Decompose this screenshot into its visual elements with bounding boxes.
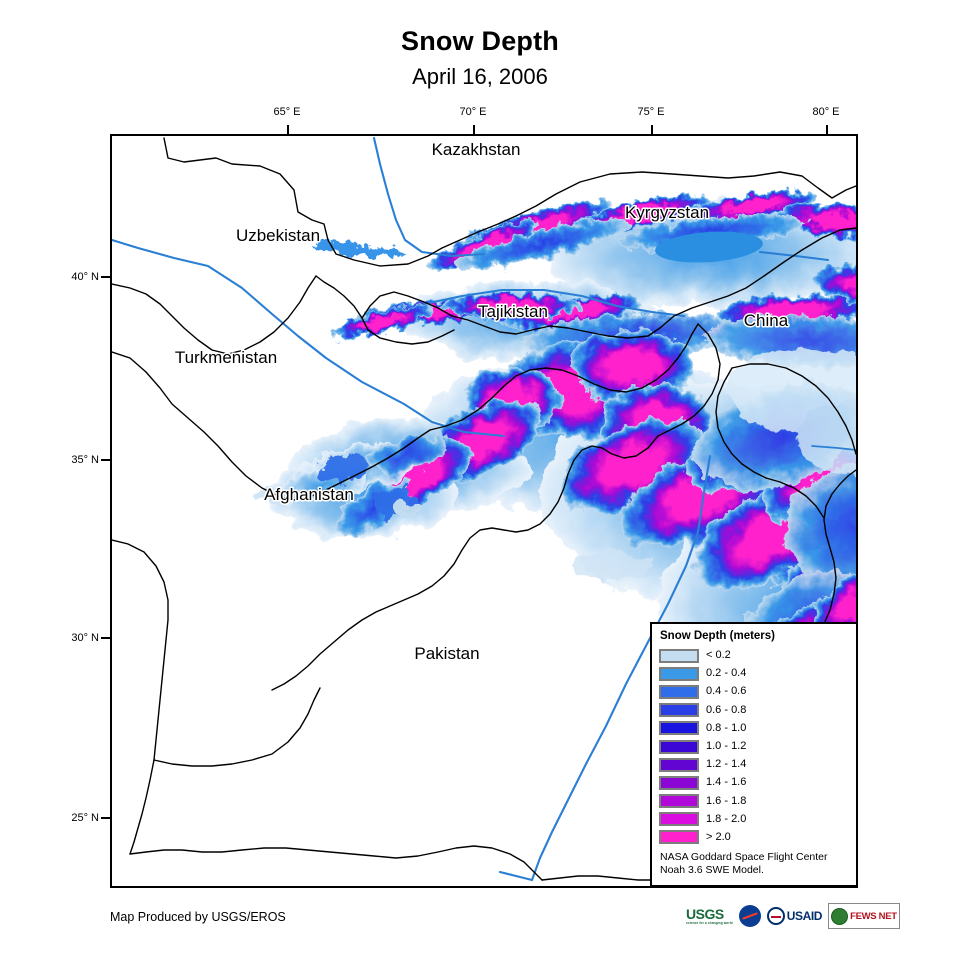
legend-row: 1.6 - 1.8 — [659, 792, 849, 810]
usaid-seal-icon — [766, 907, 785, 925]
legend-swatch — [659, 830, 699, 845]
page-subtitle: April 16, 2006 — [412, 64, 548, 89]
lon-tick-3 — [826, 125, 828, 134]
legend-swatch — [659, 775, 699, 790]
legend-row: 1.2 - 1.4 — [659, 756, 849, 774]
legend-row: 1.4 - 1.6 — [659, 774, 849, 792]
country-label-halo: Tajikistan — [478, 302, 548, 321]
legend-rows: < 0.2 0.2 - 0.4 0.4 - 0.6 0.6 - 0.8 0.8 - 1.… — [659, 647, 849, 847]
legend-label: 1.0 - 1.2 — [706, 740, 747, 753]
usgs-logo-text: USGS — [686, 905, 724, 922]
legend-label: 1.8 - 2.0 — [706, 812, 747, 825]
legend-box: Snow Depth (meters) < 0.2 0.2 - 0.4 0.4 - … — [650, 622, 858, 887]
legend-swatch — [659, 721, 699, 736]
country-label-halo: Pakistan — [414, 644, 479, 663]
legend-credit-line-2: Noah 3.6 SWE Model. — [660, 863, 764, 876]
country-label-uzbekistan: Uzbekistan — [236, 226, 320, 245]
lon-tick-label-2: 75° E — [637, 106, 665, 118]
lat-tick-2 — [101, 637, 110, 639]
legend-label: 0.6 - 0.8 — [706, 703, 747, 716]
legend-swatch — [659, 812, 699, 827]
legend-label: 1.6 - 1.8 — [706, 794, 747, 807]
legend-label: 0.4 - 0.6 — [706, 685, 747, 698]
lat-tick-3 — [101, 817, 110, 819]
country-label-kazakhstan: Kazakhstan — [432, 140, 521, 159]
footer-credit: Map Produced by USGS/EROS — [110, 910, 286, 924]
country-label-halo: Kyrgyzstan — [625, 203, 709, 222]
fews-net-logo-text: FEWS NET — [850, 910, 897, 922]
lat-tick-label-3: 25° N — [71, 812, 99, 824]
legend-swatch — [659, 703, 699, 718]
legend-swatch — [659, 757, 699, 772]
usgs-logo: USGS science for a changing world — [686, 905, 733, 927]
legend-row: 0.4 - 0.6 — [659, 683, 849, 701]
country-label-halo: China — [744, 311, 789, 330]
country-label-afghanistan: Afghanistan — [264, 485, 354, 504]
country-labels-layer: KazakhstanKazakhstanUzbekistanUzbekistan… — [173, 139, 790, 665]
country-label-halo: Kazakhstan — [432, 140, 521, 159]
nasa-logo — [738, 905, 761, 927]
country-label-kyrgyzstan: Kyrgyzstan — [625, 203, 709, 222]
usaid-logo-text: USAID — [786, 909, 823, 923]
legend-title: Snow Depth (meters) — [660, 630, 776, 642]
lon-tick-label-1: 70° E — [459, 106, 487, 118]
lon-tick-1 — [473, 125, 475, 134]
legend-credit-line-1: NASA Goddard Space Flight Center — [660, 850, 828, 863]
rivers-layer — [112, 136, 856, 882]
country-label-tajikistan: Tajikistan — [478, 302, 548, 321]
lon-tick-0 — [287, 125, 289, 134]
country-label-pakistan: Pakistan — [414, 644, 479, 663]
lat-tick-label-0: 40° N — [71, 271, 99, 283]
title-block: Snow Depth April 16, 2006 — [0, 0, 960, 88]
lon-tick-2 — [651, 125, 653, 134]
usgs-logo-tagline: science for a changing world — [686, 920, 733, 925]
issyk-kul-lake — [655, 231, 763, 263]
country-label-turkmenistan: Turkmenistan — [175, 348, 277, 367]
legend-label: 1.2 - 1.4 — [706, 758, 747, 771]
fews-net-logo: FEWS NET — [828, 903, 900, 929]
legend-credit: NASA Goddard Space Flight Center Noah 3.… — [660, 851, 849, 877]
logo-strip: USGS science for a changing world USAID … — [686, 903, 900, 929]
legend-swatch — [659, 648, 699, 663]
legend-swatch — [659, 684, 699, 699]
lat-tick-label-2: 30° N — [71, 632, 99, 644]
legend-row: 0.8 - 1.0 — [659, 719, 849, 737]
legend-row: 0.6 - 0.8 — [659, 701, 849, 719]
legend-label: 1.4 - 1.6 — [706, 776, 747, 789]
country-label-china: China — [744, 311, 789, 330]
legend-row: 1.8 - 2.0 — [659, 810, 849, 828]
country-label-halo: Turkmenistan — [175, 348, 277, 367]
globe-icon — [831, 907, 849, 925]
legend-swatch — [659, 739, 699, 754]
legend-label: < 0.2 — [706, 649, 731, 662]
country-label-halo: Afghanistan — [264, 485, 354, 504]
legend-row: 1.0 - 1.2 — [659, 737, 849, 755]
country-label-halo: Uzbekistan — [236, 226, 320, 245]
page-title: Snow Depth — [401, 26, 559, 56]
lat-tick-label-1: 35° N — [71, 454, 99, 466]
legend-row: > 2.0 — [659, 828, 849, 846]
legend-swatch — [659, 666, 699, 681]
legend-row: 0.2 - 0.4 — [659, 665, 849, 683]
legend-label: 0.2 - 0.4 — [706, 667, 747, 680]
legend-label: > 2.0 — [706, 830, 731, 843]
country-borders-layer — [112, 137, 856, 881]
legend-swatch — [659, 794, 699, 809]
lon-tick-label-0: 65° E — [273, 106, 301, 118]
lat-tick-1 — [101, 459, 110, 461]
lat-tick-0 — [101, 276, 110, 278]
legend-row: < 0.2 — [659, 647, 849, 665]
usaid-logo: USAID — [766, 905, 823, 927]
lon-tick-label-3: 80° E — [812, 106, 840, 118]
legend-label: 0.8 - 1.0 — [706, 721, 747, 734]
